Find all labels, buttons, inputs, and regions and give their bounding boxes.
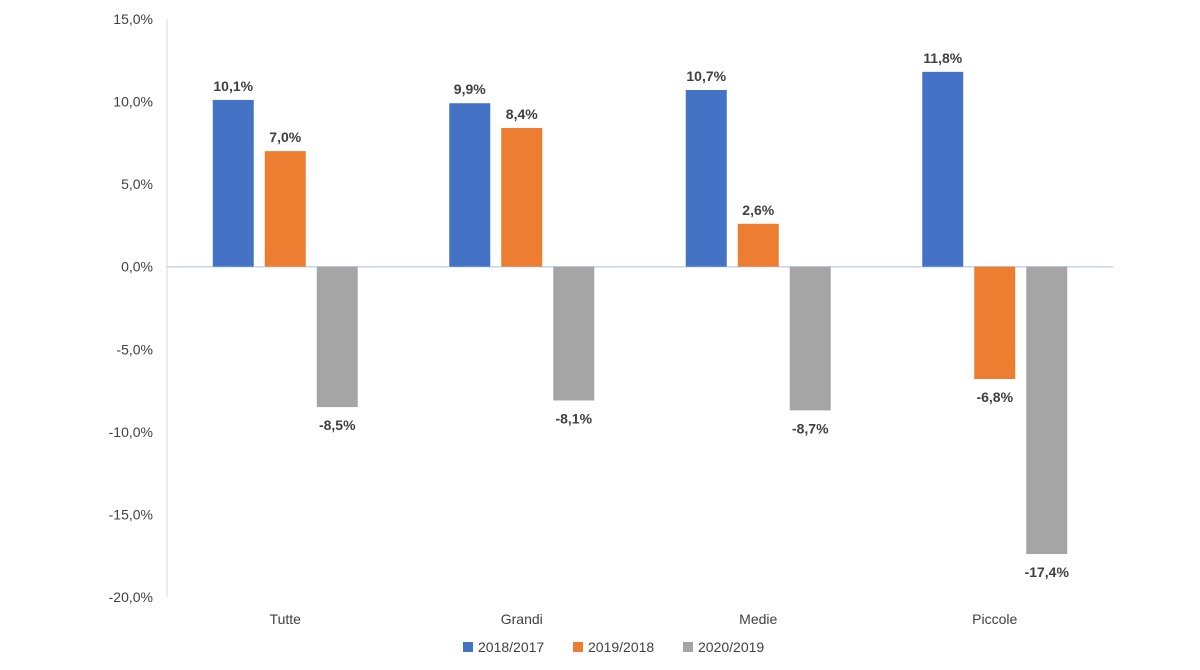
data-label: 7,0% (269, 129, 301, 145)
x-category-label: Tutte (270, 611, 302, 627)
data-label: 10,1% (213, 78, 253, 94)
data-label: 10,7% (686, 68, 726, 84)
bar-2020-2019-medie (789, 266, 831, 411)
y-tick-label: 5,0% (121, 176, 153, 192)
legend: 2018/2017 2019/2018 2020/2019 (463, 639, 764, 655)
legend-label: 2019/2018 (588, 639, 654, 655)
data-label: -8,5% (319, 417, 356, 433)
bar-2018-2017-piccole (922, 71, 964, 267)
bar-2019-2018-grandi (501, 127, 543, 267)
x-category-label: Medie (739, 611, 777, 627)
legend-swatch (573, 642, 583, 652)
bar-2019-2018-piccole (974, 266, 1016, 380)
bar-2019-2018-medie (737, 223, 779, 267)
legend-swatch (683, 642, 693, 652)
bars-group (212, 71, 1068, 555)
legend-item: 2020/2019 (683, 639, 764, 655)
bar-2020-2019-piccole (1026, 266, 1068, 555)
x-category-label: Grandi (501, 611, 543, 627)
legend-label: 2018/2017 (478, 639, 544, 655)
y-tick-label: -15,0% (109, 506, 153, 522)
data-label: -6,8% (976, 389, 1013, 405)
data-label: -8,1% (555, 410, 592, 426)
y-tick-label: -5,0% (116, 341, 153, 357)
data-label: 8,4% (506, 106, 538, 122)
legend-swatch (463, 642, 473, 652)
bar-2018-2017-tutte (212, 99, 254, 267)
y-tick-label: 0,0% (121, 259, 153, 275)
y-tick-label: -10,0% (109, 424, 153, 440)
data-label: 2,6% (742, 202, 774, 218)
legend-item: 2018/2017 (463, 639, 544, 655)
y-tick-label: -20,0% (109, 589, 153, 605)
bar-2018-2017-medie (685, 90, 727, 267)
y-tick-label: 15,0% (113, 11, 153, 27)
data-labels-group: 10,1% 7,0% -8,5% 9,9% 8,4% -8,1% 10,7% 2,6% -8,7… (213, 50, 1069, 580)
y-tick-label: 10,0% (113, 94, 153, 110)
bar-2018-2017-grandi (449, 103, 491, 267)
x-category-label: Piccole (972, 611, 1017, 627)
bar-2019-2018-tutte (264, 151, 306, 267)
bar-2020-2019-tutte (316, 266, 358, 408)
legend-item: 2019/2018 (573, 639, 654, 655)
data-label: -8,7% (792, 420, 829, 436)
data-label: 9,9% (454, 81, 486, 97)
legend-label: 2020/2019 (698, 639, 764, 655)
axes-group: 15,0% 10,0% 5,0% 0,0% -5,0% -10,0% -15,0% -20,0… (109, 11, 1113, 627)
data-label: -17,4% (1025, 564, 1070, 580)
data-label: 11,8% (923, 50, 962, 66)
bar-2020-2019-grandi (553, 266, 595, 401)
